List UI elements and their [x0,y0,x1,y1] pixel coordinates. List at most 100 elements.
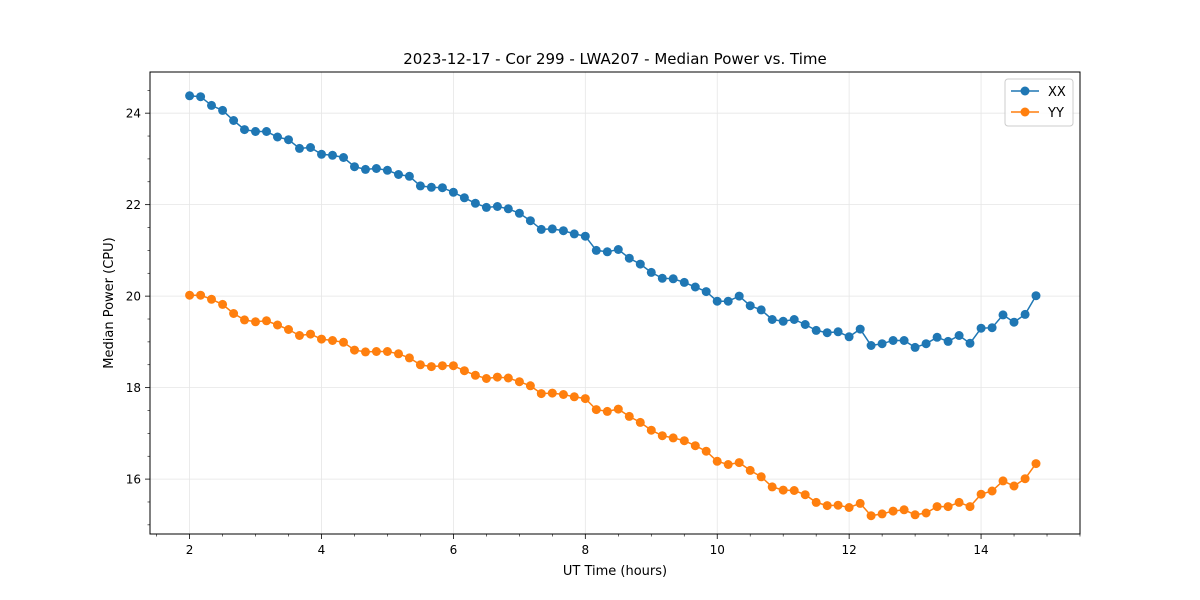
data-point-xx [1009,317,1019,327]
data-point-yy [701,446,711,456]
data-point-yy [778,485,788,495]
data-point-xx [712,296,722,306]
data-point-yy [690,441,700,451]
data-point-yy [580,394,590,404]
data-point-yy [679,436,689,446]
data-point-yy [921,508,931,518]
data-point-xx [207,100,216,110]
data-point-yy [987,486,997,496]
data-point-xx [602,247,612,257]
data-point-yy [525,381,535,391]
data-point-yy [350,345,359,355]
data-point-xx [844,332,854,342]
data-point-xx [448,187,458,197]
data-point-yy [229,309,239,318]
data-point-yy [767,482,777,492]
data-point-yy [218,299,228,309]
data-point-xx [328,150,337,160]
data-point-xx [580,231,590,241]
data-point-yy [196,290,206,300]
data-point-yy [207,294,216,304]
data-point-xx [459,193,469,203]
data-point-yy [185,290,195,300]
data-point-xx [371,164,381,173]
data-point-yy [712,456,722,466]
x-tick-label: 2 [186,543,194,557]
data-point-xx [437,183,447,193]
data-point-xx [426,182,436,192]
data-point-yy [339,337,348,347]
data-point-xx [492,202,502,211]
data-point-yy [657,431,667,441]
data-point-xx [822,328,832,338]
data-point-yy [404,353,414,363]
data-point-yy [382,347,392,356]
data-point-xx [877,339,887,349]
data-point-xx [273,132,282,142]
data-point-xx [240,125,249,135]
data-point-xx [723,296,733,306]
data-point-yy [965,502,975,512]
x-tick-label: 8 [581,543,589,557]
data-point-xx [558,226,568,236]
data-point-yy [459,366,469,376]
legend-marker-yy [1020,107,1030,117]
y-tick-label: 22 [126,198,141,212]
x-tick-label: 10 [710,543,725,557]
legend-label-xx: XX [1048,85,1066,100]
data-point-yy [723,460,733,469]
data-point-yy [910,510,920,520]
data-point-xx [866,341,876,350]
data-point-yy [646,425,656,435]
data-point-xx [536,224,546,234]
data-point-yy [800,490,810,500]
data-point-xx [613,245,623,254]
data-point-yy [844,503,854,512]
data-point-yy [448,361,458,371]
plot-frame [149,71,1081,535]
data-point-xx [317,149,326,159]
data-point-xx [382,165,392,175]
data-point-xx [800,320,810,329]
y-tick-label: 20 [126,290,141,304]
data-point-yy [866,511,876,521]
data-point-xx [668,274,678,284]
data-point-yy [888,506,898,516]
data-point-xx [525,216,535,226]
data-point-xx [547,224,557,234]
data-point-yy [602,406,612,416]
x-axis-label: UT Time (hours) [563,564,667,579]
data-point-xx [404,171,414,181]
data-point-yy [899,505,909,515]
data-point-xx [756,305,766,315]
y-axis-label: Median Power (CPU) [102,237,117,368]
data-point-xx [833,327,843,337]
data-point-xx [295,143,304,153]
data-point-yy [481,374,491,383]
data-point-xx [481,202,491,212]
data-point-yy [789,486,799,495]
x-tick-label: 14 [973,543,988,557]
data-point-yy [1009,481,1019,491]
data-point-xx [361,164,370,174]
data-point-yy [394,349,403,359]
data-point-yy [306,329,315,339]
data-point-xx [1020,309,1030,319]
data-point-xx [789,315,799,324]
data-point-xx [339,153,348,162]
data-point-yy [558,390,568,399]
data-point-xx [987,323,997,333]
x-tick-label: 12 [842,543,857,557]
data-point-xx [569,229,579,239]
data-point-xx [624,253,634,263]
data-point-xx [778,316,788,326]
data-point-xx [657,273,667,283]
data-point-yy [877,509,887,519]
data-point-xx [218,105,228,115]
data-point-yy [569,392,579,402]
legend-label-yy: YY [1047,106,1064,121]
data-point-yy [273,320,282,330]
data-point-xx [503,204,513,214]
data-point-xx [690,282,700,292]
